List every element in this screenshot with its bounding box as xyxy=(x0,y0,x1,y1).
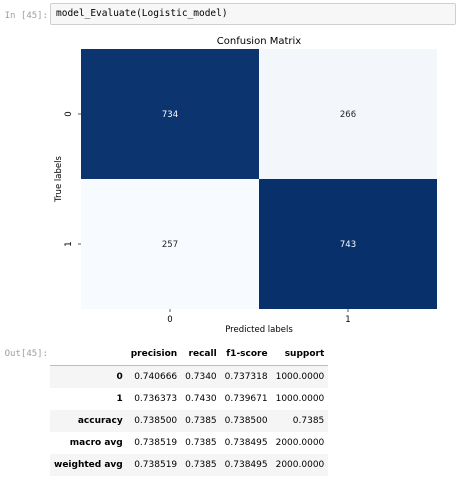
table-cell: 0.738519 xyxy=(134,460,178,470)
row-label: 0 xyxy=(116,372,123,382)
x-tick-label: 0 xyxy=(167,315,172,325)
table-cell: 0.737318 xyxy=(224,372,268,382)
table-cell: 0.738519 xyxy=(134,438,178,448)
cell-value-label: 743 xyxy=(340,240,356,250)
cell-value-label: 734 xyxy=(162,110,178,120)
row-label: 1 xyxy=(116,394,123,404)
table-row: weighted avg 0.738519 0.7385 0.738495 20… xyxy=(50,454,329,476)
code-text[interactable]: model_Evaluate(Logistic_model) xyxy=(56,8,228,19)
chart-title: Confusion Matrix xyxy=(217,36,301,47)
table-cell: 1000.0000 xyxy=(275,394,325,404)
table-cell: 0.7340 xyxy=(185,372,217,382)
heatmap-cell xyxy=(259,179,437,309)
output-prompt: Out[45]: xyxy=(4,349,48,359)
table-cell: 0.7385 xyxy=(185,416,217,426)
table-cell: 0.736373 xyxy=(134,394,178,404)
table-cell: 0.738495 xyxy=(224,438,268,448)
heatmap-cell xyxy=(81,49,259,179)
column-header: precision xyxy=(126,343,182,366)
y-tick-label: 0 xyxy=(64,111,74,116)
table-cell: 2000.0000 xyxy=(275,438,325,448)
column-header: recall xyxy=(181,343,221,366)
classification-report-table: precision recall f1-score support 0 0.74… xyxy=(50,343,329,476)
table-row: 0 0.740666 0.7340 0.737318 1000.0000 xyxy=(50,365,329,388)
code-cell[interactable]: model_Evaluate(Logistic_model) xyxy=(50,3,456,25)
table-cell: 0.740666 xyxy=(134,372,178,382)
table-header-row: precision recall f1-score support xyxy=(50,343,329,366)
heatmap-cell xyxy=(259,49,437,179)
table-cell: 0.7430 xyxy=(185,394,217,404)
table-cell: 0.738495 xyxy=(224,460,268,470)
row-label: macro avg xyxy=(69,438,123,448)
table-cell: 1000.0000 xyxy=(275,372,325,382)
input-prompt: In [45]: xyxy=(4,11,48,21)
table-row: 1 0.736373 0.7430 0.739671 1000.0000 xyxy=(50,388,328,410)
cell-value-label: 257 xyxy=(162,240,178,250)
y-tick-label: 1 xyxy=(64,241,74,246)
column-header: support xyxy=(271,343,329,366)
table-cell: 0.7385 xyxy=(185,460,217,470)
heatmap-cell xyxy=(81,179,259,309)
table-row: macro avg 0.738519 0.7385 0.738495 2000.… xyxy=(50,432,328,454)
cell-value-label: 266 xyxy=(340,110,356,120)
column-header xyxy=(50,343,127,366)
y-axis-label: True labels xyxy=(54,156,64,203)
table-row: accuracy 0.738500 0.7385 0.738500 0.7385 xyxy=(50,410,329,432)
confusion-matrix-chart: Confusion Matrix 734 266 257 743 0 1 0 1 Predi… xyxy=(54,36,437,335)
table-cell: 2000.0000 xyxy=(275,460,325,470)
x-tick-label: 1 xyxy=(345,315,350,325)
x-axis-label: Predicted labels xyxy=(225,325,293,335)
table-cell: 0.738500 xyxy=(134,416,178,426)
table-cell: 0.738500 xyxy=(224,416,268,426)
table-cell: 0.7385 xyxy=(185,438,217,448)
row-label: weighted avg xyxy=(54,460,123,470)
row-label: accuracy xyxy=(77,416,123,426)
table-cell: 0.7385 xyxy=(292,416,325,426)
column-header: f1-score xyxy=(220,343,272,366)
table-cell: 0.739671 xyxy=(224,394,268,404)
